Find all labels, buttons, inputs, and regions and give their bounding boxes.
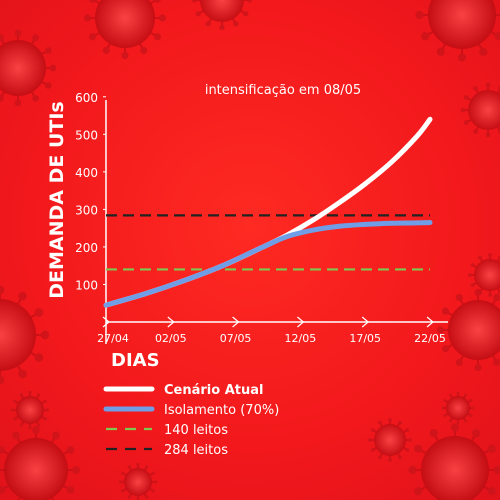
legend-label-0: Cenário Atual [164,383,263,398]
x-tick-label: 02/05 [155,332,187,345]
legend-label-1: Isolamento (70%) [164,403,279,418]
x-tick-label: 12/05 [285,332,317,345]
legend-label-2: 140 leitos [164,423,228,438]
y-tick-label: 300 [75,203,98,217]
virus-icon [0,29,57,107]
virus-icon [10,390,50,430]
chart-series [103,116,433,308]
virus-icon [83,0,167,60]
chart-legend: Cenário Atual Isolamento (70%) 140 leitos 2… [103,383,279,458]
virus-icon [460,82,500,138]
virus-icon [415,0,500,62]
x-tick-label: 07/05 [220,332,252,345]
x-tick-mark [297,316,305,328]
y-tick-label: 400 [75,166,98,180]
x-axis-label: DIAS [111,350,160,371]
x-tick-label: 27/04 [97,332,129,345]
x-tick-mark [102,316,110,328]
virus-icon [118,462,158,500]
x-tick-mark [361,316,370,328]
x-tick-label: 22/05 [414,332,446,345]
x-tick-mark [426,316,434,328]
chart-labels: intensificação em 08/05 DEMANDA DE UTIs … [46,83,361,371]
y-tick-label: 500 [75,128,98,142]
y-tick-label: 100 [75,278,98,292]
virus-icon [408,423,500,500]
y-tick-label: 200 [75,241,98,255]
virus-icon [468,253,500,297]
x-tick-mark [232,316,240,328]
chart-ticks: 100 200 300 400 500 600 27/04 02/05 07/05 12/05 17… [75,91,446,345]
virus-icon [0,285,50,385]
y-axis-label: DEMANDA DE UTIs [46,101,68,299]
chart-title: intensificação em 08/05 [205,83,361,98]
virus-icon [436,288,500,372]
virus-icon [0,426,80,500]
x-tick-mark [167,316,175,328]
virus-icon [191,0,253,31]
virus-icon [441,391,475,425]
legend-label-3: 284 leitos [164,443,228,458]
x-tick-label: 17/05 [349,332,381,345]
y-tick-label: 600 [75,91,98,105]
series-line-1 [103,220,433,308]
series-line-0 [103,116,433,308]
virus-icon [368,418,412,462]
